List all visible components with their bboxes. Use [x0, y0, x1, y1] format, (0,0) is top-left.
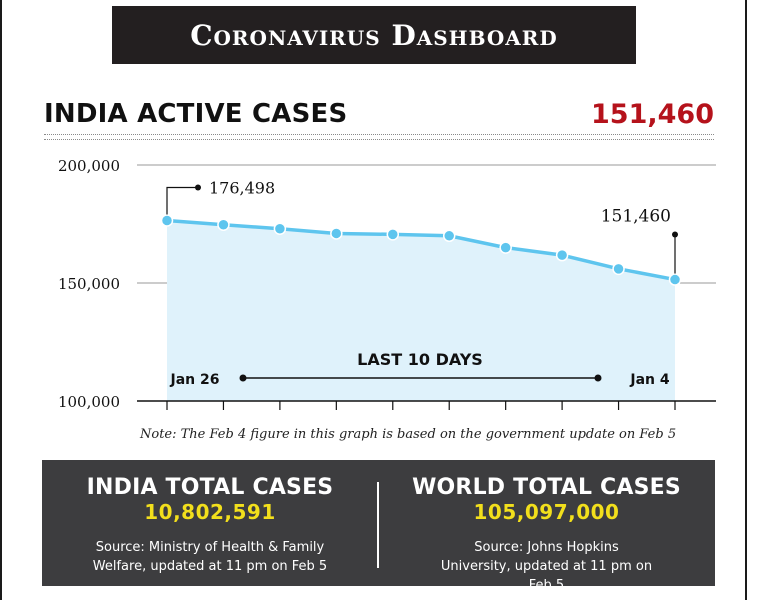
- y-tick-label: 100,000: [58, 393, 120, 411]
- data-point: [273, 222, 287, 235]
- y-tick-label: 200,000: [58, 157, 120, 175]
- left-frame-rule: [0, 0, 2, 600]
- range-end-dot: [594, 374, 602, 382]
- dashboard-banner: Coronavirus Dashboard: [112, 6, 636, 64]
- series-line: [166, 218, 676, 282]
- last-annotation-dot: [672, 231, 678, 238]
- x-label-start: Jan 26: [170, 372, 220, 388]
- data-point: [612, 262, 625, 276]
- world-stat-title: WORLD TOTAL CASES: [412, 475, 681, 500]
- active-cases-chart: 200,000 150,000 100,000 176,498 151,460 LAST …: [58, 157, 716, 411]
- headline-title: INDIA ACTIVE CASES: [44, 99, 348, 129]
- first-annotation-dot: [195, 184, 201, 191]
- y-tick-label: 150,000: [58, 275, 120, 293]
- stats-panel: INDIA TOTAL CASES 10,802,591 Source: Min…: [42, 460, 715, 593]
- data-point: [330, 227, 343, 240]
- range-label: LAST 10 DAYS: [357, 350, 483, 369]
- data-point: [386, 228, 400, 241]
- last-annotation-label: 151,460: [601, 207, 671, 227]
- area-fill: [167, 220, 675, 401]
- first-annotation-label: 176,498: [209, 178, 275, 197]
- first-annotation-leader: [166, 186, 196, 215]
- world-stat: WORLD TOTAL CASES 105,097,000 Source: Jo…: [378, 460, 715, 593]
- data-point: [160, 214, 174, 227]
- india-stat-value: 10,802,591: [144, 500, 276, 524]
- range-start-dot: [239, 374, 247, 382]
- right-frame-rule: [745, 0, 747, 600]
- banner-title: Coronavirus Dashboard: [190, 18, 558, 52]
- data-point: [217, 218, 230, 231]
- headline-value: 151,460: [591, 98, 714, 130]
- world-stat-source: Source: Johns Hopkins University, update…: [440, 540, 653, 593]
- data-point: [499, 241, 512, 254]
- data-point: [555, 248, 569, 262]
- x-label-end: Jan 4: [629, 372, 669, 388]
- headline-row: INDIA ACTIVE CASES 151,460: [44, 94, 714, 135]
- stats-divider: [377, 482, 379, 568]
- headline-divider: [44, 139, 714, 140]
- india-stat: INDIA TOTAL CASES 10,802,591 Source: Min…: [42, 460, 378, 586]
- india-stat-title: INDIA TOTAL CASES: [86, 475, 334, 500]
- world-stat-value: 105,097,000: [473, 500, 620, 524]
- chart-note: Note: The Feb 4 figure in this graph is …: [140, 427, 677, 442]
- india-stat-source: Source: Ministry of Health & Family Welf…: [92, 540, 328, 574]
- data-point: [442, 229, 456, 243]
- data-point: [668, 273, 682, 286]
